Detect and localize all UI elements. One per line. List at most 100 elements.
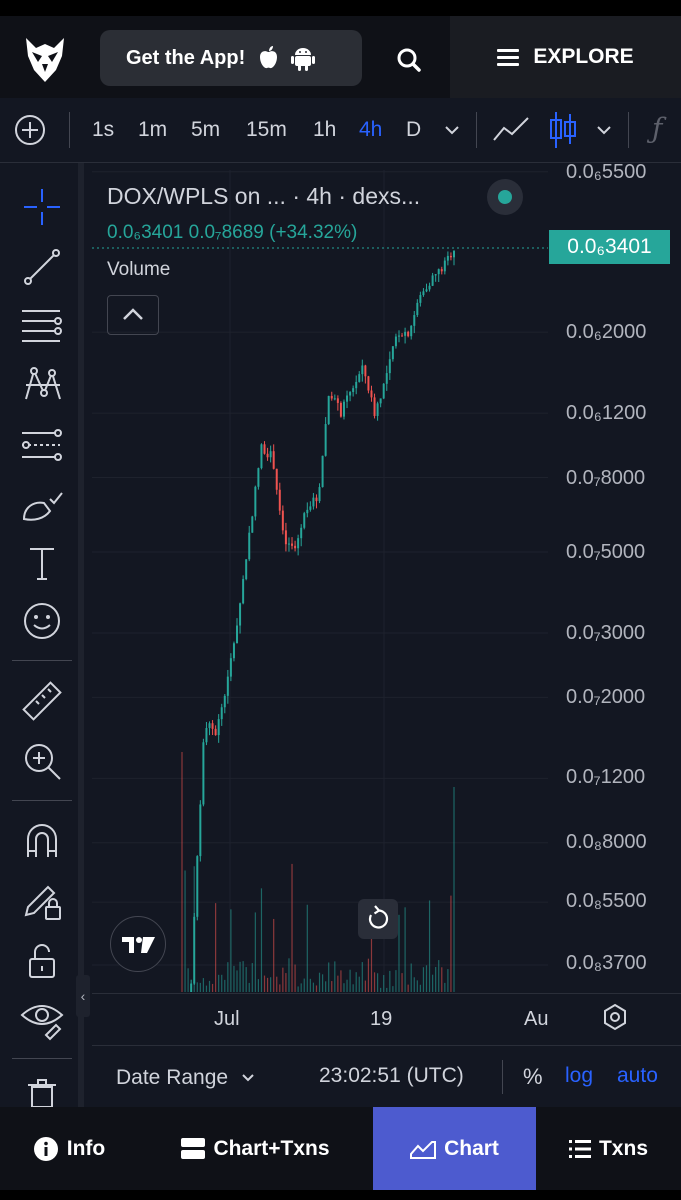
- forecasting-tool-icon[interactable]: [20, 423, 64, 467]
- candle-body: [199, 804, 202, 857]
- price-tick-label: 0.0₇5000: [566, 541, 646, 563]
- chart-legend-title: DOX/WPLS on ... · 4h · dexs...: [107, 183, 421, 209]
- candle-body: [266, 453, 269, 458]
- price-axis[interactable]: 0.0₆5500 0.0₆2000 0.0₆1200 0.0₇8000 0.0₇…: [548, 161, 681, 993]
- pattern-tool-icon[interactable]: [20, 363, 64, 407]
- auto-scale-toggle[interactable]: auto: [617, 1064, 658, 1087]
- chart-type-dropdown-chevron-icon[interactable]: [596, 124, 612, 136]
- lock-drawings-icon[interactable]: [20, 879, 64, 923]
- volume-bar: [245, 967, 247, 992]
- candle-body: [315, 497, 318, 502]
- volume-bar: [364, 980, 366, 992]
- candle-body: [355, 381, 358, 389]
- candle-body: [196, 856, 199, 917]
- market-status-dot-icon[interactable]: [487, 179, 523, 215]
- nav-chart-tab[interactable]: Chart: [373, 1107, 536, 1190]
- candlestick-chart[interactable]: [92, 170, 548, 992]
- nav-txns-tab[interactable]: Txns: [536, 1107, 681, 1190]
- volume-bar: [208, 980, 211, 992]
- timeframe-1h[interactable]: 1h: [313, 118, 337, 141]
- get-the-app-button[interactable]: Get the App!: [100, 30, 362, 86]
- volume-bar: [435, 966, 437, 992]
- explore-button[interactable]: EXPLORE: [450, 16, 681, 98]
- volume-bar: [199, 982, 201, 992]
- eye-visibility-icon[interactable]: [20, 997, 64, 1041]
- chart-toolbar: 1s 1m 5m 15m 1h 4h D ƒ: [0, 98, 681, 163]
- unlock-icon[interactable]: [20, 939, 64, 983]
- percent-scale-toggle[interactable]: %: [523, 1064, 543, 1089]
- candle-body: [318, 487, 321, 502]
- volume-bar: [196, 982, 198, 992]
- volume-bar: [410, 963, 412, 992]
- volume-bar: [224, 979, 226, 992]
- timeframe-5m[interactable]: 5m: [191, 118, 221, 141]
- zoom-in-icon[interactable]: [20, 739, 64, 783]
- nav-info-tab[interactable]: Info: [0, 1107, 138, 1190]
- bottom-navigation: Info Chart+Txns Chart Txns: [0, 1107, 681, 1200]
- top-bar: Get the App! EXPLORE: [0, 0, 681, 98]
- search-icon[interactable]: [388, 42, 432, 78]
- volume-bar: [386, 987, 388, 992]
- chart-settings-icon[interactable]: [600, 1002, 630, 1032]
- volume-bar: [361, 962, 363, 992]
- crosshair-icon[interactable]: [20, 185, 64, 229]
- candle-body: [236, 625, 239, 644]
- timeframe-1m[interactable]: 1m: [138, 118, 168, 141]
- candles-chart-type-icon[interactable]: [548, 110, 578, 150]
- volume-bar: [309, 978, 311, 992]
- volume-bar: [251, 963, 253, 992]
- collapse-toolbar-chevron-icon[interactable]: ‹: [76, 975, 90, 1017]
- volume-bar: [260, 888, 263, 992]
- owl-logo-icon[interactable]: [20, 34, 70, 84]
- tradingview-logo-icon[interactable]: [110, 916, 166, 972]
- time-axis[interactable]: Jul 19 Au: [92, 993, 681, 1042]
- indicators-fx-icon[interactable]: ƒ: [652, 112, 663, 145]
- brush-icon[interactable]: [20, 481, 64, 525]
- trash-icon[interactable]: [20, 1077, 64, 1107]
- timeframe-1s[interactable]: 1s: [92, 118, 115, 141]
- timeframe-dropdown-chevron-icon[interactable]: [444, 124, 460, 136]
- utc-clock[interactable]: 23:02:51 (UTC): [319, 1064, 464, 1087]
- volume-bar: [303, 978, 305, 992]
- volume-bar: [422, 967, 425, 992]
- candle-body: [419, 295, 422, 303]
- volume-bar: [270, 977, 272, 992]
- candle-body: [388, 359, 391, 374]
- volume-bar: [334, 961, 336, 992]
- fib-retracement-icon[interactable]: [20, 303, 64, 347]
- collapse-legend-button[interactable]: [107, 295, 159, 335]
- candle-body: [303, 513, 306, 528]
- candle-body: [440, 269, 443, 272]
- line-chart-type-icon[interactable]: [492, 114, 532, 146]
- ruler-icon[interactable]: [20, 679, 64, 723]
- timeframe-d[interactable]: D: [406, 118, 422, 141]
- volume-bar: [352, 984, 354, 992]
- log-scale-toggle[interactable]: log: [565, 1064, 594, 1087]
- reset-chart-button[interactable]: [358, 899, 398, 939]
- price-tick-label: 0.0₇2000: [566, 686, 646, 708]
- timeframe-15m[interactable]: 15m: [246, 118, 287, 141]
- add-indicator-icon[interactable]: [14, 114, 46, 146]
- candle-body: [373, 397, 376, 416]
- candle-body: [407, 331, 410, 337]
- timeframe-4h[interactable]: 4h: [359, 118, 383, 141]
- candle-body: [275, 468, 278, 490]
- candle-body: [446, 255, 449, 261]
- candle-body: [297, 538, 300, 549]
- volume-bar: [428, 900, 431, 992]
- time-tick-label: 19: [370, 1008, 393, 1030]
- emoji-icon[interactable]: [20, 599, 64, 643]
- volume-bar: [376, 973, 379, 992]
- candle-body: [321, 455, 324, 488]
- nav-chart-txns-tab[interactable]: Chart+Txns: [138, 1107, 373, 1190]
- candle-body: [260, 444, 263, 469]
- date-range-button[interactable]: Date Range: [116, 1066, 256, 1090]
- text-tool-icon[interactable]: [20, 541, 64, 585]
- candle-body: [385, 373, 388, 384]
- magnet-icon[interactable]: [20, 819, 64, 863]
- candle-body: [346, 395, 349, 402]
- volume-bar: [349, 969, 351, 992]
- current-price-label: 0.0₆3401: [549, 230, 670, 264]
- trend-line-icon[interactable]: [20, 245, 64, 289]
- candle-body: [397, 335, 400, 337]
